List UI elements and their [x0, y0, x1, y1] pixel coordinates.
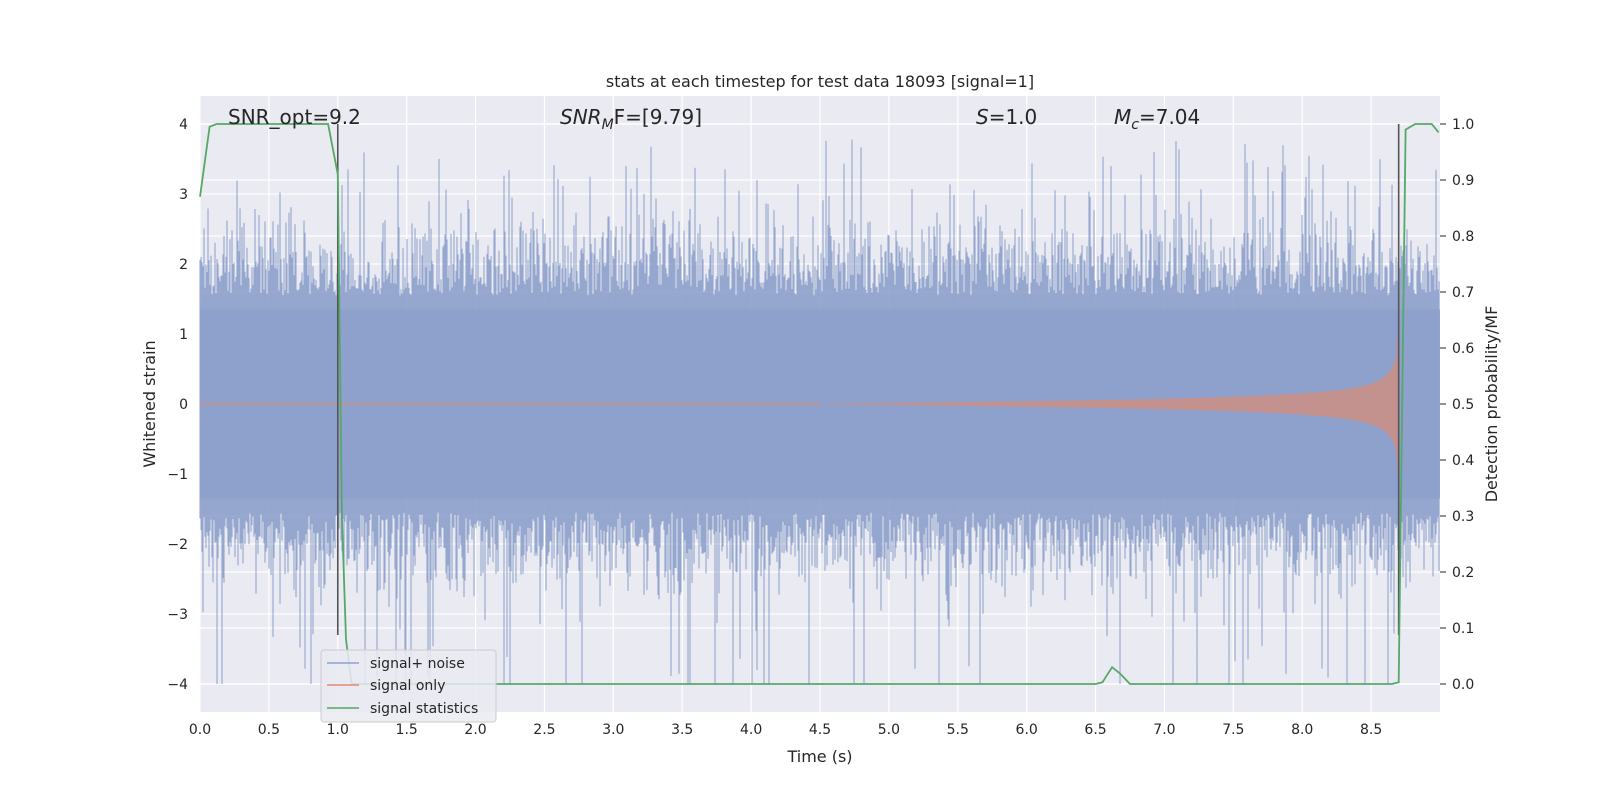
y2-axis-label: Detection probability/MF [1482, 306, 1501, 503]
annotation-mc-rest: =7.04 [1139, 105, 1200, 129]
y-tick-label: −3 [167, 607, 188, 623]
x-tick-label: 0.5 [258, 722, 280, 738]
x-tick-label: 5.0 [878, 722, 900, 738]
legend-label-signal-only: signal only [370, 678, 445, 694]
x-tick-label: 8.0 [1291, 722, 1313, 738]
y2-tick-label: 0.9 [1452, 173, 1474, 189]
y-tick-label: 4 [179, 117, 188, 133]
annotation-s-base: S [976, 105, 989, 129]
y2-tick-label: 0.8 [1452, 229, 1474, 245]
legend-label-signal-noise: signal+ noise [370, 656, 465, 672]
x-tick-label: 0.0 [189, 722, 211, 738]
annotation-snr-mf-sub: M [602, 117, 614, 133]
x-tick-label: 8.5 [1360, 722, 1382, 738]
legend: signal+ noise signal only signal statist… [320, 649, 497, 723]
y-axis-ticks: −4 −3 −2 −1 0 1 2 3 4 [167, 117, 188, 693]
annotation-mc: Mc=7.04 [1114, 105, 1200, 133]
signal-statistics-line [199, 123, 1440, 685]
annotation-snr-mf: SNRMF=[9.79] [560, 105, 702, 133]
y2-tick-label: 0.5 [1452, 397, 1474, 413]
legend-box [320, 649, 497, 723]
x-tick-label: 2.5 [533, 722, 555, 738]
x-tick-label: 7.0 [1153, 722, 1175, 738]
x-tick-label: 1.0 [327, 722, 349, 738]
legend-label-signal-statistics: signal statistics [370, 701, 478, 717]
x-tick-label: 5.5 [947, 722, 969, 738]
x-tick-label: 1.5 [396, 722, 418, 738]
x-tick-label: 4.0 [740, 722, 762, 738]
x-tick-label: 3.0 [602, 722, 624, 738]
annotation-snr-opt: SNR_opt=9.2 [228, 105, 361, 129]
y2-tick-label: 0.3 [1452, 509, 1474, 525]
y-axis-label: Whitened strain [140, 340, 159, 467]
x-tick-label: 4.5 [809, 722, 831, 738]
x-tick-label: 6.0 [1016, 722, 1038, 738]
annotation-s: S=1.0 [976, 105, 1037, 129]
x-axis-label: Time (s) [786, 747, 852, 766]
y2-tick-label: 0.0 [1452, 677, 1474, 693]
x-tick-label: 7.5 [1222, 722, 1244, 738]
x-tick-label: 3.5 [671, 722, 693, 738]
x-tick-label: 6.5 [1084, 722, 1106, 738]
y2-tick-label: 1.0 [1452, 117, 1474, 133]
annotation-mc-base: M [1114, 105, 1131, 129]
y-tick-label: −2 [167, 537, 188, 553]
x-axis-ticks: 0.0 0.5 1.0 1.5 2.0 2.5 3.0 3.5 4.0 4.5 5.0 5.5 6.0 6… [189, 722, 1382, 738]
y2-tick-label: 0.6 [1452, 341, 1474, 357]
signal-statistics-series [199, 123, 1440, 685]
annotation-snr-mf-base: SNR [560, 105, 602, 129]
y-tick-label: 2 [179, 257, 188, 273]
annotation-snr-mf-rest: F=[9.79] [614, 105, 702, 129]
y-tick-label: −4 [167, 677, 188, 693]
y2-tick-label: 0.7 [1452, 285, 1474, 301]
y-tick-label: 3 [179, 187, 188, 203]
y2-tick-label: 0.2 [1452, 565, 1474, 581]
chart-title: stats at each timestep for test data 180… [606, 72, 1034, 91]
x-tick-label: 2.0 [464, 722, 486, 738]
y-tick-label: 0 [179, 397, 188, 413]
y2-axis-ticks: 0.0 0.1 0.2 0.3 0.4 0.5 0.6 0.7 0.8 0.9 1.0 [1440, 117, 1474, 693]
y-tick-label: 1 [179, 327, 188, 343]
y2-tick-label: 0.4 [1452, 453, 1474, 469]
y2-tick-label: 0.1 [1452, 621, 1474, 637]
annotation-mc-sub: c [1131, 117, 1139, 133]
annotation-s-rest: =1.0 [989, 105, 1038, 129]
y-tick-label: −1 [167, 467, 188, 483]
